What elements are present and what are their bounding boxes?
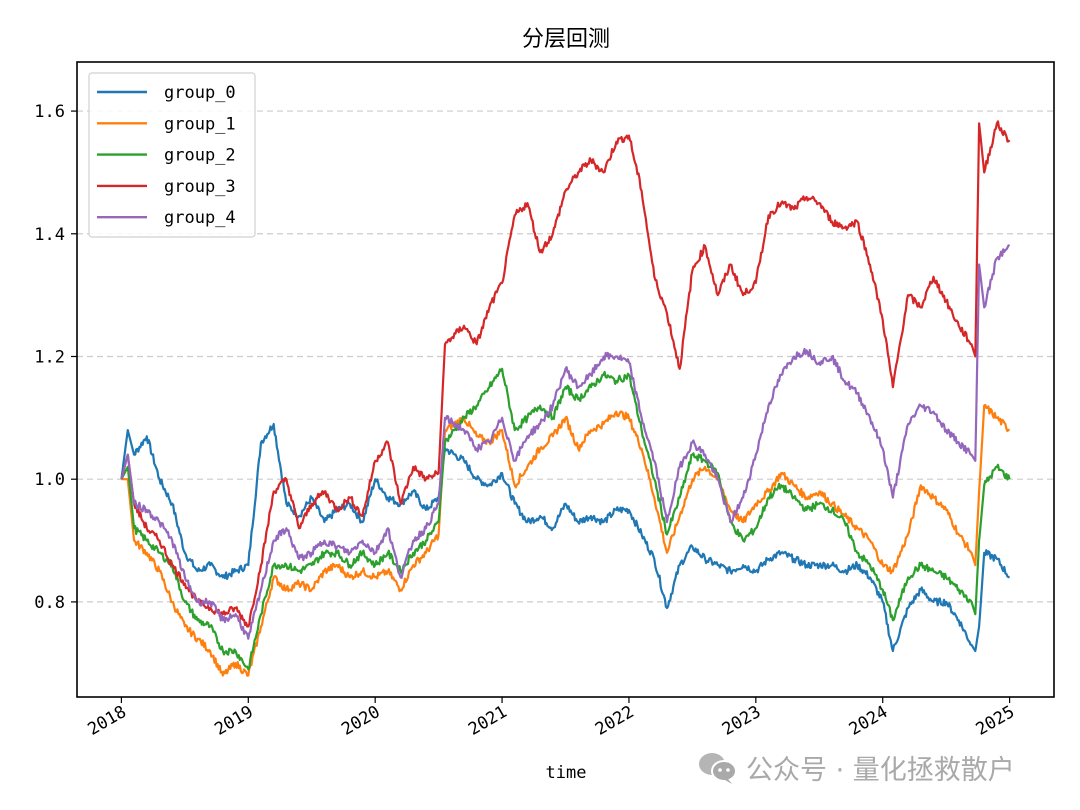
y-axis: 0.8 1.0 1.2 1.4 1.6 <box>34 102 77 613</box>
x-tick-label: 2019 <box>211 702 256 740</box>
y-tick-label: 1.6 <box>34 102 65 122</box>
legend-box <box>88 72 256 238</box>
legend: group_0 group_1 group_2 group_3 group_4 <box>88 72 256 238</box>
x-tick-label: 2024 <box>846 702 891 740</box>
series-lines <box>120 120 1011 677</box>
x-tick-label: 2021 <box>465 702 510 740</box>
y-tick-label: 1.0 <box>34 470 65 490</box>
y-tick-label: 0.8 <box>34 593 65 613</box>
x-tick-label: 2022 <box>592 702 637 740</box>
legend-label: group_1 <box>164 114 236 134</box>
watermark: 公众号 · 量化拯救散户 <box>698 748 1015 787</box>
legend-label: group_0 <box>164 83 236 103</box>
x-tick-label: 2023 <box>719 702 764 740</box>
legend-label: group_2 <box>164 146 236 166</box>
series-line-group_0 <box>120 422 1010 653</box>
series-line-group_3 <box>120 120 1011 628</box>
y-tick-label: 1.4 <box>34 225 65 245</box>
plot-frame <box>76 61 1055 698</box>
x-tick-label: 2025 <box>973 702 1018 740</box>
series-line-group_1 <box>121 403 1010 677</box>
series-line-group_4 <box>120 244 1011 640</box>
x-tick-label: 2018 <box>84 702 129 740</box>
x-axis-label: time <box>546 763 587 783</box>
y-tick-label: 1.2 <box>34 347 65 367</box>
legend-label: group_4 <box>164 208 236 228</box>
watermark-text: 公众号 · 量化拯救散户 <box>746 755 1015 786</box>
legend-label: group_3 <box>164 177 236 197</box>
chart-title: 分层回测 <box>522 27 610 52</box>
series-line-group_2 <box>120 367 1011 671</box>
x-tick-label: 2020 <box>338 702 383 740</box>
x-axis: 2018 2019 2020 2021 2022 2023 2024 2025 <box>84 697 1018 740</box>
wechat-icon <box>698 751 738 785</box>
